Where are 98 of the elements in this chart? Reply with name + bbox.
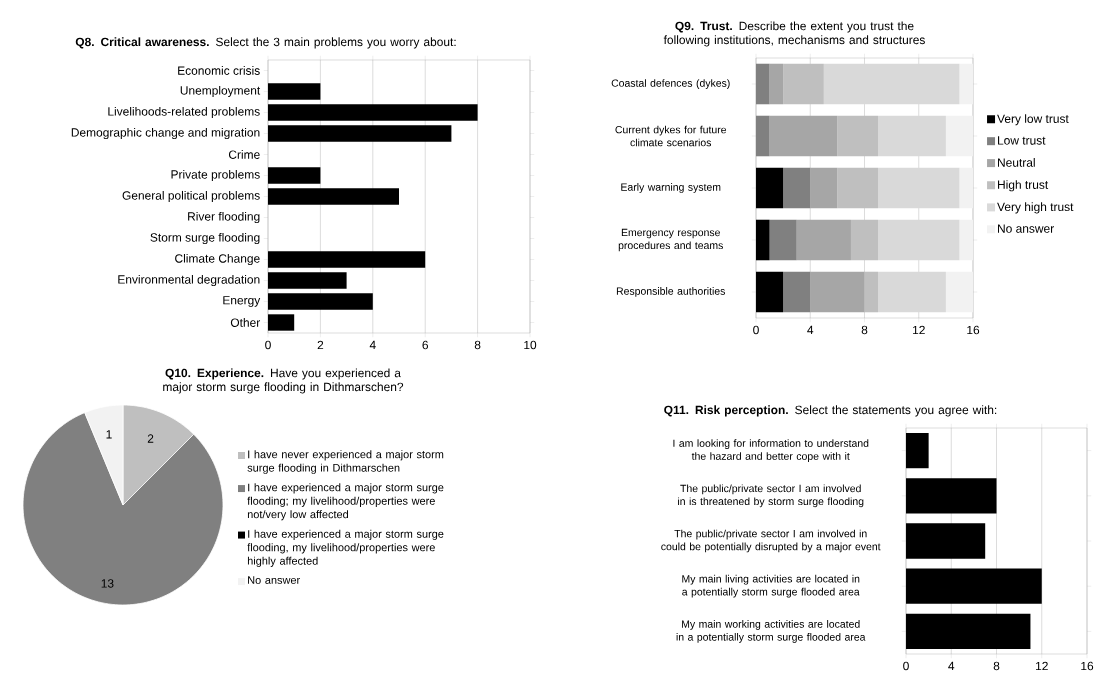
x-tick-label: 12: [1036, 661, 1048, 671]
x-tick-label: 4: [807, 325, 814, 334]
legend-label: Neutral: [998, 158, 1035, 167]
y-tick-label: The public/private sector I am involved in is threatened by storm surge flooding: [678, 484, 864, 508]
y-tick-label: Current dykes for future climate scenarios: [615, 125, 727, 147]
x-tick-label: 0: [753, 325, 759, 335]
y-tick-label: Private problems: [171, 169, 260, 182]
bar: [769, 115, 838, 157]
bar: [959, 219, 974, 261]
y-tick-label: Storm surge flooding: [150, 232, 260, 245]
bar: [268, 167, 321, 184]
bar: [756, 63, 770, 105]
x-tick-label: 12: [913, 325, 925, 335]
legend-label: No answer: [998, 224, 1054, 233]
bar: [850, 219, 879, 261]
legend-label: Very low trust: [997, 114, 1069, 126]
bar: [823, 63, 960, 105]
bar: [906, 568, 1042, 604]
x-tick-label: 16: [967, 325, 980, 335]
bar: [810, 271, 865, 313]
x-tick-label: 4: [948, 661, 955, 670]
x-tick-label: 8: [993, 661, 1000, 671]
bar: [268, 251, 426, 268]
y-tick-label: Crime: [228, 150, 260, 159]
y-tick-label: Coastal defences (dykes): [611, 79, 730, 89]
chart-title: Q9. Trust. Describe the extent you trust the following institutions, mechanisms and structures: [663, 21, 925, 47]
legend-label: Low trust: [998, 136, 1046, 145]
legend-label: I have experienced a major storm surge flooding; my livelihood/properties were not/very low affected: [247, 483, 444, 521]
y-tick-label: River flooding: [188, 211, 260, 224]
y-tick-label: Economic crisis: [178, 66, 260, 75]
x-tick-label: 0: [903, 661, 909, 671]
bar: [878, 167, 960, 209]
y-tick-label: Environmental degradation: [118, 274, 260, 287]
bar: [906, 478, 997, 514]
bar: [810, 167, 838, 209]
y-tick-label: Energy: [223, 296, 261, 307]
bar: [837, 167, 879, 209]
legend-label: High trust: [998, 180, 1049, 192]
bar: [756, 219, 770, 261]
y-tick-label: My main working activities are located in a potentially storm surge flooded area: [676, 620, 866, 643]
bar: [268, 104, 478, 121]
chart-title: Q8. Critical awareness. Select the 3 main problems you worry about:: [75, 37, 456, 49]
legend-label: I have experienced a major storm surge flooding, my livelihood/properties were highly affected: [247, 529, 444, 567]
y-tick-label: My main living activities are located in a potentially storm surge flooded area: [682, 574, 860, 598]
bar: [756, 115, 770, 157]
bar: [268, 83, 321, 100]
x-tick-label: 2: [317, 340, 324, 350]
data-label: 13: [101, 579, 114, 588]
bar: [864, 271, 879, 313]
bar: [959, 63, 974, 105]
legend-label: I have never experienced a major storm surge flooding in Dithmarschen: [247, 450, 444, 474]
bar: [783, 271, 811, 313]
y-tick-label: Other: [230, 318, 261, 327]
y-tick-label: Climate Change: [175, 253, 260, 266]
x-tick-label: 8: [474, 340, 481, 350]
y-tick-label: Unemployment: [180, 85, 261, 98]
bar: [906, 432, 929, 469]
chart-title: Q10. Experience. Have you experienced a major storm surge flooding in Dithmarschen?: [163, 368, 404, 394]
bar: [945, 115, 974, 157]
bar: [769, 219, 797, 261]
x-tick-label: 10: [524, 340, 537, 350]
bar: [756, 271, 784, 313]
bar: [906, 523, 986, 559]
y-tick-label: The public/private sector I am involved in could be potentially disrupted by a major event: [661, 529, 881, 553]
bar: [878, 219, 960, 261]
bar: [878, 115, 946, 157]
y-tick-label: Early warning system: [621, 183, 721, 193]
data-label: 1: [106, 430, 112, 439]
bar: [783, 167, 811, 209]
bar: [268, 314, 295, 331]
bar: [268, 188, 399, 205]
x-tick-label: 6: [422, 340, 428, 350]
bar: [268, 272, 347, 289]
legend-label: Very high trust: [997, 202, 1074, 214]
bar: [268, 125, 452, 142]
bar: [837, 115, 879, 157]
y-tick-label: Responsible authorities: [616, 287, 725, 297]
x-tick-label: 16: [1081, 661, 1094, 671]
bar: [945, 271, 974, 313]
bar: [268, 293, 373, 310]
bar: [906, 613, 1031, 650]
bar: [878, 271, 946, 313]
x-tick-label: 4: [369, 340, 376, 349]
bar: [769, 63, 784, 105]
bar: [959, 167, 974, 209]
bar: [783, 63, 824, 105]
y-tick-label: I am looking for information to understand the hazard and better cope with it: [673, 439, 869, 462]
chart-title: Q11. Risk perception. Select the statements you agree with:: [664, 405, 997, 417]
y-tick-label: Livelihoods-related problems: [108, 106, 260, 119]
bar: [796, 219, 851, 261]
bar: [756, 167, 784, 209]
y-tick-label: General political problems: [122, 190, 260, 203]
y-tick-label: Emergency response procedures and teams: [618, 228, 723, 252]
legend-label: No answer: [248, 576, 300, 584]
data-label: 2: [147, 434, 154, 443]
x-tick-label: 0: [265, 340, 271, 350]
x-tick-label: 8: [861, 325, 868, 335]
y-tick-label: Demographic change and migration: [71, 127, 260, 140]
